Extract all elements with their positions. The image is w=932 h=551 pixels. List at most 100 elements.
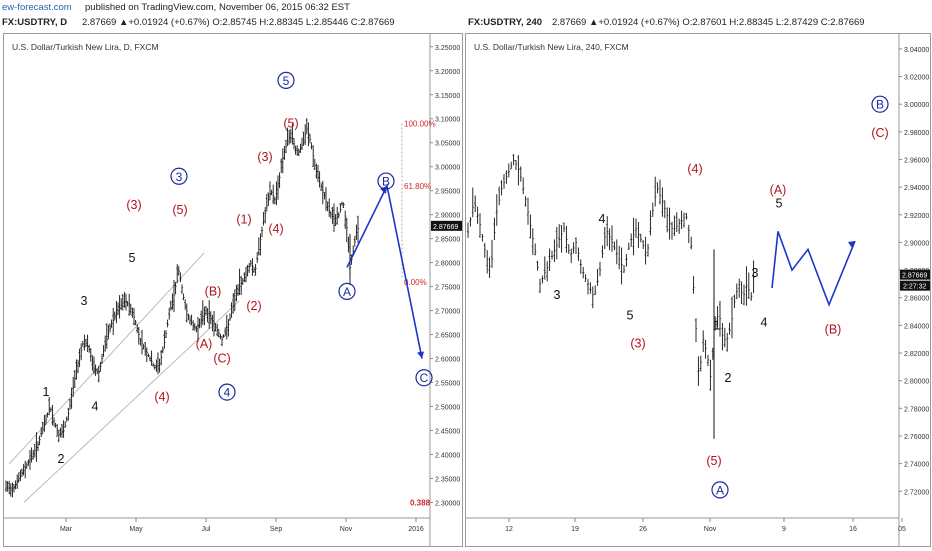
right-chart-panel: U.S. Dollar/Turkish New Lira, 240, FXCM … [465, 33, 932, 547]
y-tick-label: 3.10000 [435, 117, 460, 124]
y-tick-label: 3.02000 [904, 75, 929, 82]
y-tick-label: 2.98000 [904, 130, 929, 137]
right-chart-svg: U.S. Dollar/Turkish New Lira, 240, FXCM … [466, 34, 932, 546]
x-tick-label: May [129, 526, 143, 533]
wave-label-blue: 3 [176, 170, 183, 184]
projection-arrowhead [380, 185, 387, 194]
x-tick-label: Mar [60, 526, 73, 533]
y-tick-label: 2.72000 [904, 489, 929, 496]
wave-label-red: (5) [172, 203, 187, 217]
wave-label-blue: B [382, 175, 390, 189]
wave-label-red: (2) [246, 299, 261, 313]
y-tick-label: 3.20000 [435, 69, 460, 76]
y-tick-label: 2.90000 [904, 240, 929, 247]
x-tick-label: 26 [639, 526, 647, 533]
wave-label-red: (3) [630, 336, 645, 350]
countdown-label: 2:27:32 [903, 284, 926, 291]
left-chart-svg: U.S. Dollar/Turkish New Lira, D, FXCM 3.… [4, 34, 464, 546]
x-tick-label: 16 [849, 526, 857, 533]
wave-label-blue: A [716, 483, 724, 497]
y-tick-label: 2.75000 [435, 285, 460, 292]
right-ohlc: 2.87669 ▲+0.01924 (+0.67%) O:2.87601 H:2… [552, 17, 865, 28]
y-tick-label: 2.82000 [904, 351, 929, 358]
y-tick-label: 3.00000 [435, 165, 460, 172]
wave-label-black: 3 [752, 266, 759, 280]
y-tick-label: 2.84000 [904, 323, 929, 330]
y-tick-label: 2.50000 [435, 404, 460, 411]
wave-label-red: (B) [205, 284, 222, 298]
wave-label-red: (C) [871, 126, 888, 140]
wave-label-red: (3) [126, 198, 141, 212]
wave-label-red: (4) [268, 222, 283, 236]
wave-label-red: (4) [154, 390, 169, 404]
fib-level-label: 0.00% [404, 278, 427, 287]
y-tick-label: 2.80000 [435, 261, 460, 268]
y-tick-label: 2.76000 [904, 434, 929, 441]
projection-arrowhead [848, 241, 855, 249]
countdown-box [900, 280, 932, 291]
published-text: published on TradingView.com, November 0… [85, 2, 350, 13]
wave-label-blue: A [343, 285, 351, 299]
right-symbol: FX:USDTRY, 240 [468, 17, 543, 28]
y-tick-label: 2.92000 [904, 213, 929, 220]
wave-label-black: 1 [43, 385, 50, 399]
wave-label-red: (3) [257, 150, 272, 164]
y-tick-label: 3.05000 [435, 141, 460, 148]
fib-level-label: 0.388 [410, 498, 431, 507]
last-price-box [900, 269, 932, 280]
brand-link[interactable]: ew-forecast.com [2, 2, 72, 13]
wave-label-black: 1 [714, 318, 721, 332]
projection-arrowhead [417, 351, 424, 359]
y-tick-label: 2.45000 [435, 428, 460, 435]
trend-channel-line [23, 300, 240, 503]
y-tick-label: 2.94000 [904, 185, 929, 192]
projection-path [771, 231, 856, 307]
y-tick-label: 2.86000 [904, 296, 929, 303]
wave-label-black: 5 [776, 197, 783, 211]
y-tick-label: 2.78000 [904, 406, 929, 413]
right-chart-title: U.S. Dollar/Turkish New Lira, 240, FXCM [474, 42, 629, 52]
y-tick-label: 2.96000 [904, 158, 929, 165]
x-tick-label: Nov [704, 526, 717, 533]
wave-label-blue: C [420, 371, 429, 385]
wave-label-red: (5) [283, 117, 298, 131]
wave-label-red: (5) [706, 454, 721, 468]
y-tick-label: 2.95000 [435, 189, 460, 196]
last-price-label: 2.87669 [433, 224, 458, 231]
left-symbol: FX:USDTRY, D [2, 17, 68, 28]
wave-circle [415, 369, 433, 387]
x-tick-label: Jul [202, 526, 211, 533]
wave-label-red: (1) [236, 212, 251, 226]
y-tick-label: 3.15000 [435, 93, 460, 100]
trend-channel-line [8, 252, 205, 465]
y-tick-label: 3.00000 [904, 102, 929, 109]
y-tick-label: 2.30000 [435, 500, 460, 507]
wave-label-black: 2 [58, 452, 65, 466]
wave-label-black: 4 [92, 399, 99, 413]
wave-label-black: 3 [554, 288, 561, 302]
x-tick-label: 05 [898, 526, 906, 533]
wave-label-black: 3 [81, 294, 88, 308]
x-tick-label: Sep [270, 526, 283, 533]
y-tick-label: 2.40000 [435, 452, 460, 459]
last-price-label: 2.87669 [902, 273, 927, 280]
wave-label-black: 4 [761, 316, 768, 330]
y-tick-label: 3.25000 [435, 45, 460, 52]
left-ohlc: 2.87669 ▲+0.01924 (+0.67%) O:2.85745 H:2… [82, 17, 395, 28]
projection-path [346, 183, 423, 359]
x-tick-label: 9 [782, 526, 786, 533]
x-tick-label: 12 [505, 526, 513, 533]
wave-label-red: (C) [213, 352, 230, 366]
left-chart-title: U.S. Dollar/Turkish New Lira, D, FXCM [12, 42, 159, 52]
fib-level-label: 61.80% [404, 182, 431, 191]
wave-label-black: 2 [725, 371, 732, 385]
y-tick-label: 2.90000 [435, 213, 460, 220]
wave-circle [338, 282, 356, 300]
wave-circle [711, 481, 729, 499]
wave-label-black: 4 [599, 212, 606, 226]
wave-label-black: 5 [627, 309, 634, 323]
wave-label-red: (A) [196, 337, 213, 351]
left-chart-panel: U.S. Dollar/Turkish New Lira, D, FXCM 3.… [3, 33, 464, 547]
wave-label-red: (A) [770, 183, 787, 197]
wave-circle [170, 167, 188, 185]
